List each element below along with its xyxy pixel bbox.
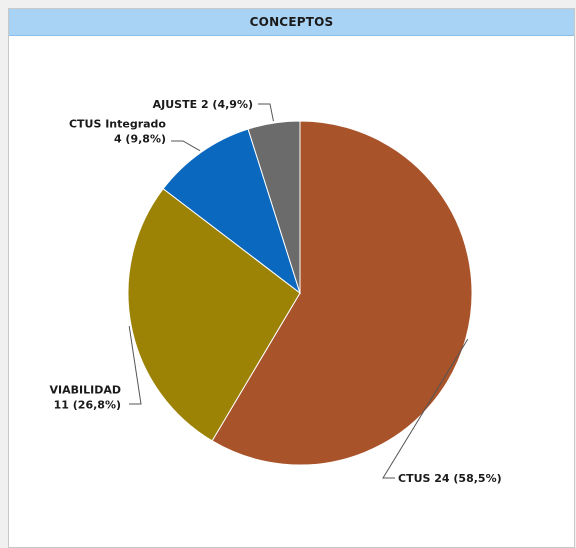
panel-header: CONCEPTOS [9, 9, 574, 36]
pie-slice-ctus-integrado[interactable] [162, 128, 301, 295]
panel-title: CONCEPTOS [249, 15, 334, 29]
pie-slice-ajuste[interactable] [247, 120, 301, 294]
leader-line [258, 103, 274, 122]
slice-label-viabilidad: VIABILIDAD 11 (26,8%) [50, 384, 121, 412]
slice-label-ctus-integrado: CTUS Integrado 4 (9,8%) [69, 118, 166, 146]
slice-label-ajuste: AJUSTE 2 (4,9%) [153, 98, 253, 111]
pie-slice-viabilidad[interactable] [127, 188, 301, 442]
pie-slice-ctus[interactable] [211, 120, 473, 466]
leader-line [128, 326, 142, 405]
slice-label-line: CTUS Integrado [69, 118, 166, 131]
slice-label-line: AJUSTE 2 (4,9%) [153, 98, 253, 111]
slice-label-line: VIABILIDAD [50, 384, 121, 397]
slice-label-line: CTUS 24 (58,5%) [398, 472, 502, 485]
leader-line [171, 140, 201, 152]
leader-line [382, 338, 469, 479]
slice-label-line: 4 (9,8%) [114, 133, 166, 146]
slice-label-ctus: CTUS 24 (58,5%) [398, 472, 502, 485]
slice-label-line: 11 (26,8%) [54, 399, 121, 412]
